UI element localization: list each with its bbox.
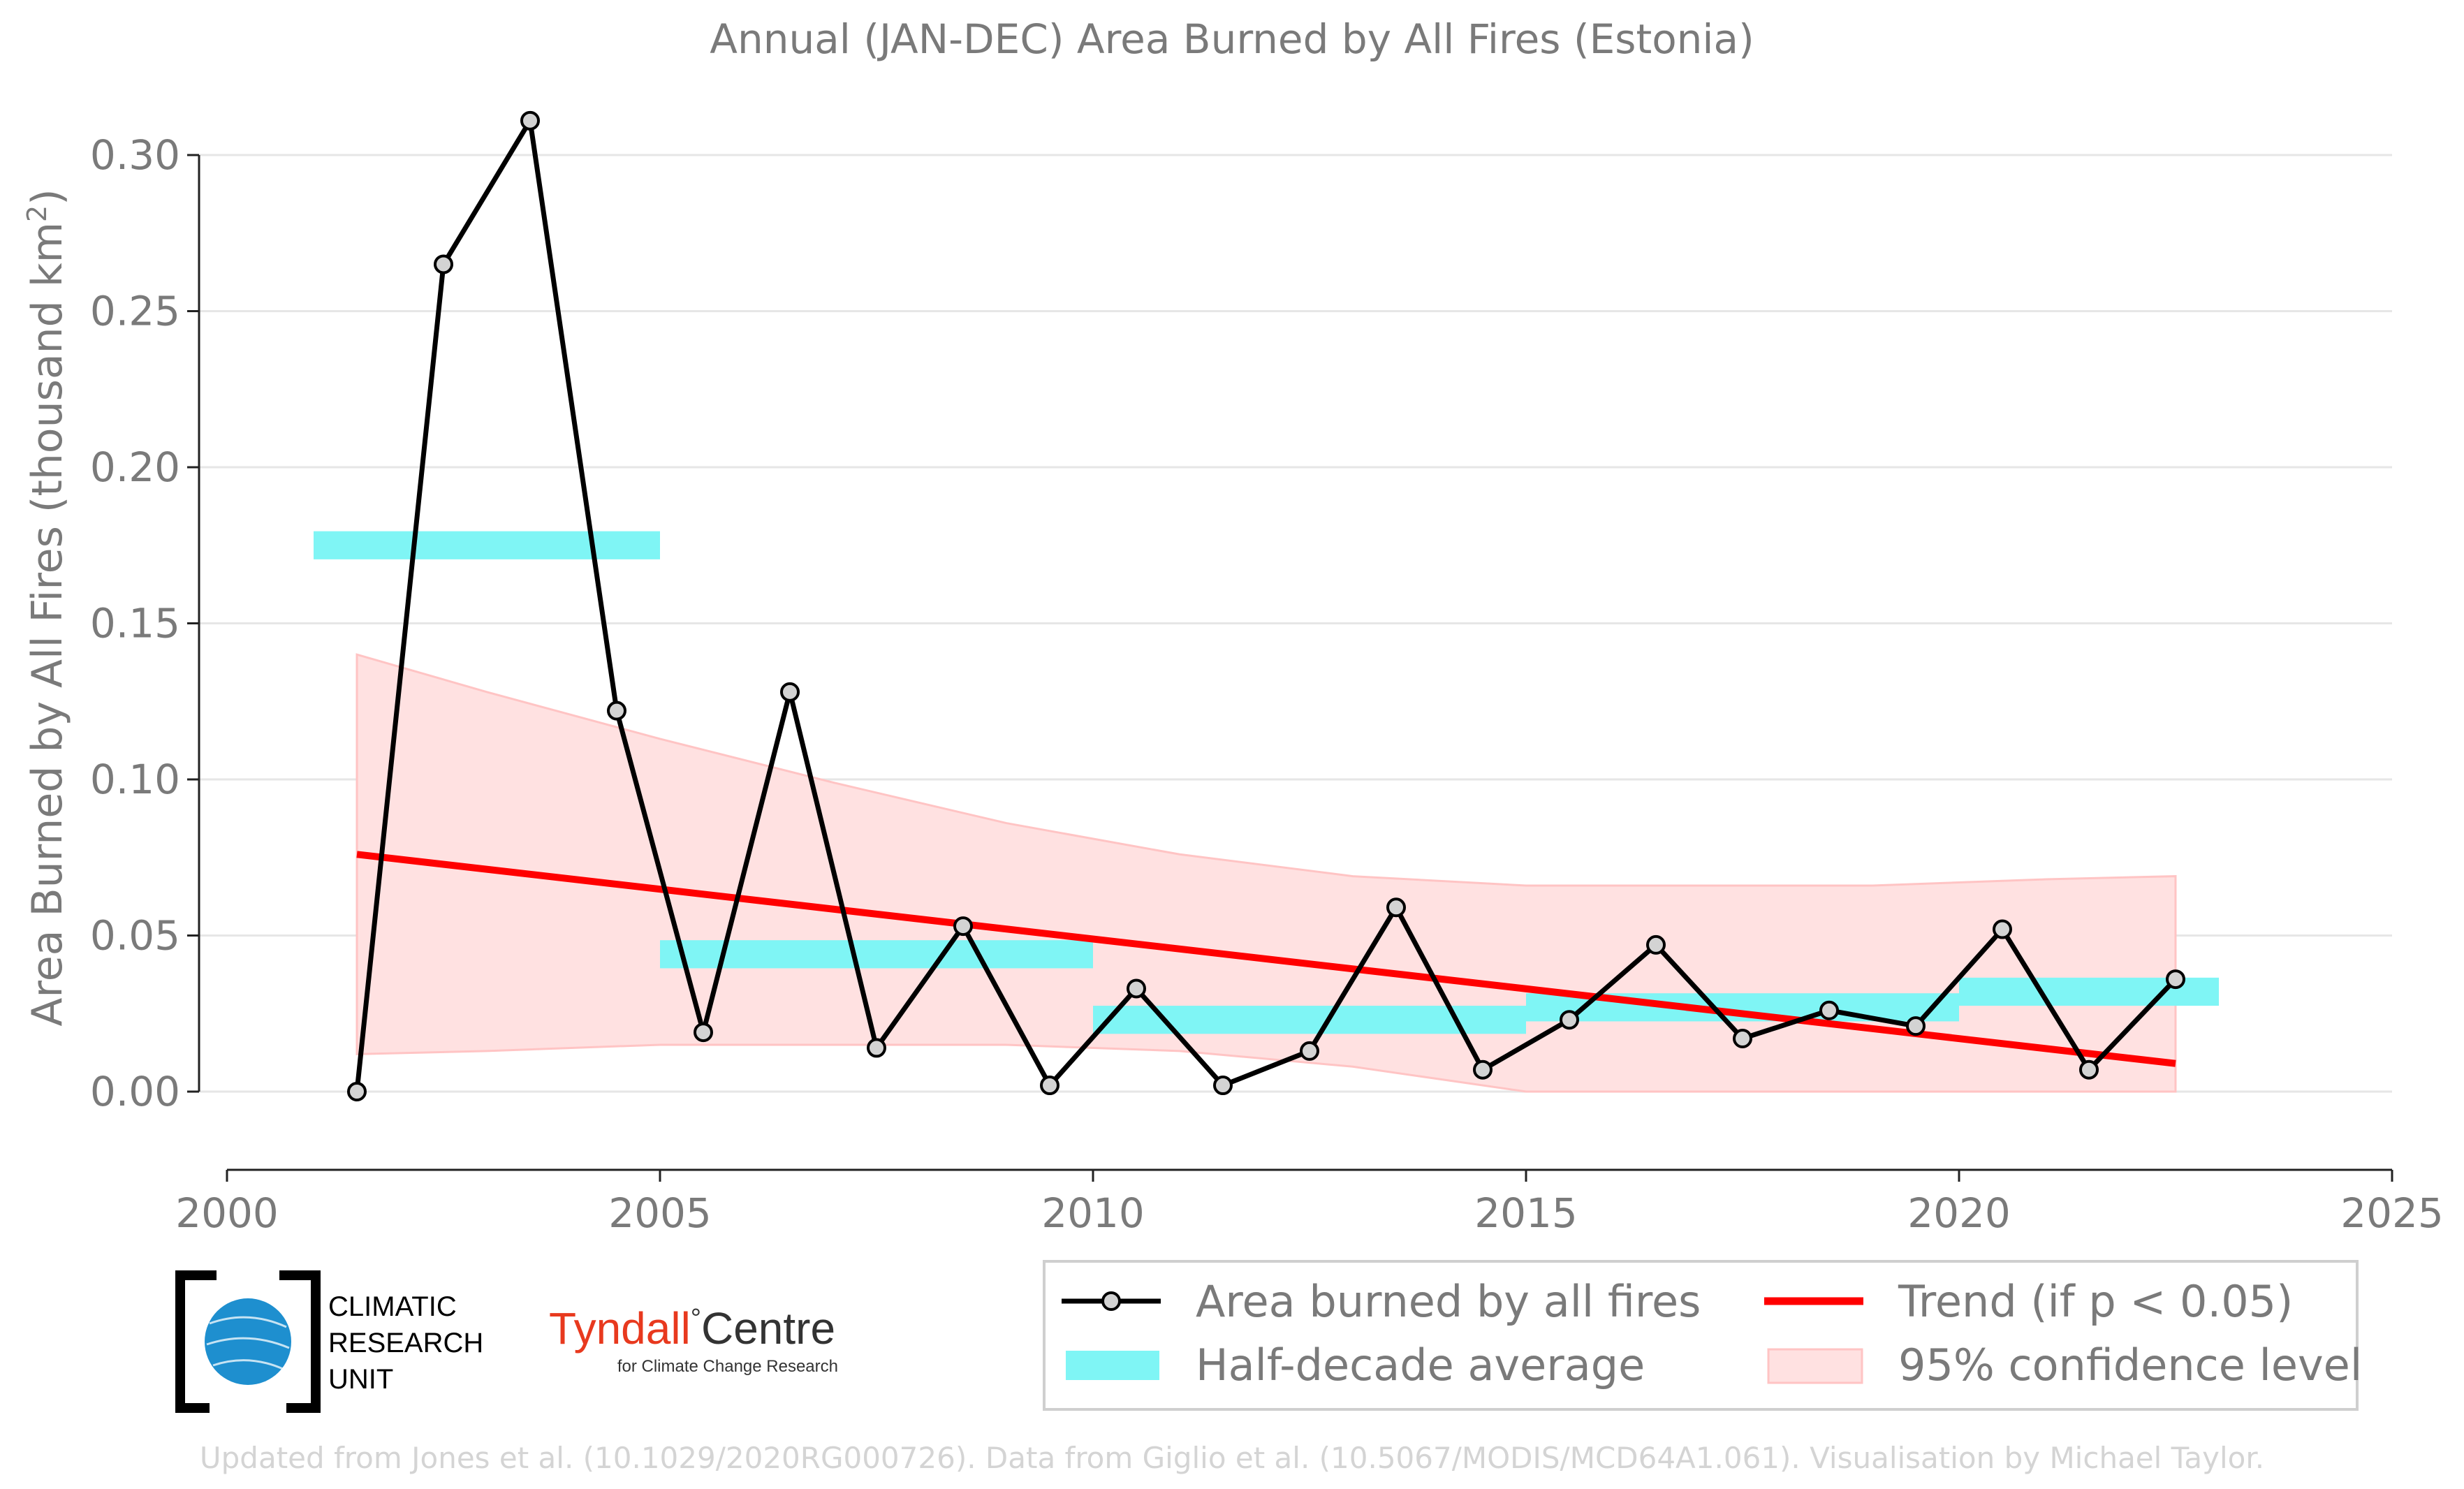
data-point xyxy=(1993,919,2012,939)
legend-band-swatch xyxy=(1066,1351,1159,1380)
half-decade-band xyxy=(314,531,660,559)
y-tick-label: 0.00 xyxy=(90,1068,180,1115)
legend-label-confidence: 95% confidence level xyxy=(1898,1340,2362,1391)
legend-label-area-burned: Area burned by all fires xyxy=(1196,1276,1701,1327)
tyndall-subtitle: for Climate Change Research xyxy=(617,1357,838,1376)
data-point xyxy=(1906,1016,1926,1036)
cru-bracket-left xyxy=(175,1270,217,1413)
tyndall-name: Tyndall xyxy=(549,1303,691,1354)
data-point xyxy=(520,110,540,131)
credit-line: Updated from Jones et al. (10.1029/2020R… xyxy=(200,1441,2264,1475)
x-tick-label: 2005 xyxy=(608,1189,712,1237)
data-point xyxy=(1733,1029,1752,1049)
y-tick-label: 0.10 xyxy=(90,756,180,803)
y-tick-label: 0.25 xyxy=(90,288,180,335)
legend-label-half-decade: Half-decade average xyxy=(1196,1340,1645,1391)
y-axis-label-end: ) xyxy=(23,189,72,205)
data-point xyxy=(867,1038,886,1058)
globe-lines-icon xyxy=(206,1316,290,1370)
x-tick-labels: 2000 2005 2010 2015 2020 2025 xyxy=(175,1189,2444,1237)
cru-line-2: RESEARCH xyxy=(328,1328,483,1358)
trend-line xyxy=(356,851,2176,1067)
y-axis-label: Area Burned by All Fires (thousand km2) xyxy=(22,189,72,1026)
trend-line-group xyxy=(356,851,2176,1067)
tyndall-degree: ° xyxy=(691,1304,701,1333)
data-point xyxy=(1473,1059,1493,1080)
tyndall-centre: Centre xyxy=(701,1303,835,1354)
cru-logo: CLIMATIC RESEARCH UNIT xyxy=(175,1269,483,1414)
tyndall-wordmark: Tyndall°Centre xyxy=(549,1303,835,1354)
tyndall-logo: Tyndall°Centre for Climate Change Resear… xyxy=(549,1303,838,1376)
data-point xyxy=(953,916,973,937)
x-tick-label: 2025 xyxy=(2340,1189,2444,1237)
data-point xyxy=(1646,934,1666,955)
x-tick-label: 2015 xyxy=(1474,1189,1578,1237)
x-tick-label: 2010 xyxy=(1041,1189,1145,1237)
data-point xyxy=(347,1082,367,1101)
data-point xyxy=(1300,1041,1319,1061)
legend: Area burned by all fires Half-decade ave… xyxy=(1043,1260,2362,1411)
data-point xyxy=(1213,1076,1233,1096)
cru-line-1: CLIMATIC xyxy=(328,1291,457,1322)
data-point xyxy=(1127,978,1146,999)
data-point xyxy=(1386,897,1406,918)
data-point xyxy=(607,701,626,721)
legend-box xyxy=(1043,1260,2359,1411)
data-point xyxy=(1819,1000,1839,1020)
cru-bracket-right xyxy=(279,1270,321,1413)
data-point xyxy=(1560,1010,1579,1030)
y-axis-label-main: Area Burned by All Fires (thousand km xyxy=(23,222,72,1027)
area-burned-series xyxy=(347,110,2185,1101)
data-point xyxy=(694,1022,713,1043)
x-tick-label: 2000 xyxy=(175,1189,279,1237)
legend-marker-swatch xyxy=(1101,1291,1121,1311)
series-line xyxy=(354,113,2178,1092)
data-point xyxy=(2079,1059,2099,1080)
y-tick-label: 0.05 xyxy=(90,912,180,960)
half-decade-band xyxy=(660,940,1093,969)
legend-label-trend: Trend (if p < 0.05) xyxy=(1898,1276,2293,1327)
y-axis-label-superscript: 2 xyxy=(22,205,52,222)
y-tick-label: 0.30 xyxy=(90,131,180,179)
y-tick-label: 0.20 xyxy=(90,443,180,491)
y-tick-label: 0.15 xyxy=(90,600,180,647)
data-point xyxy=(434,254,453,274)
x-tick-label: 2020 xyxy=(1907,1189,2011,1237)
legend-confidence-swatch xyxy=(1767,1348,1863,1384)
chart-title: Annual (JAN-DEC) Area Burned by All Fire… xyxy=(710,15,1754,63)
cru-line-3: UNIT xyxy=(328,1364,393,1395)
y-tick-labels: 0.00 0.05 0.10 0.15 0.20 0.25 0.30 xyxy=(90,131,180,1115)
confidence-band xyxy=(355,653,2177,1093)
data-point xyxy=(2166,969,2185,990)
axes xyxy=(187,154,2393,1182)
confidence-area xyxy=(355,653,2177,1093)
data-point xyxy=(1040,1076,1059,1096)
data-point xyxy=(780,682,800,702)
